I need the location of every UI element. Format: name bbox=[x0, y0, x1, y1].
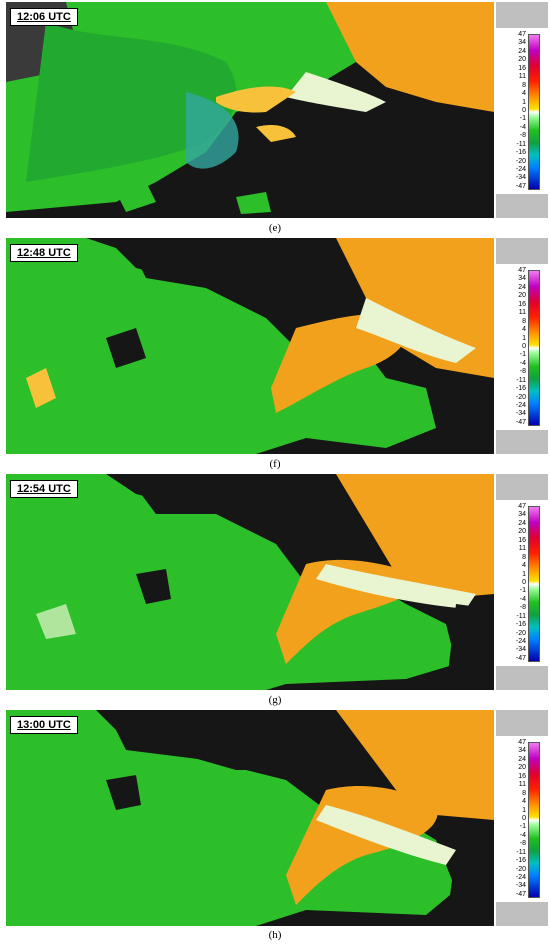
radar-panel-e: 12:06 UTC 47 34 24 20 16 11 8 4 1 0 -1 -4 -8 -11 -16 -2… bbox=[6, 2, 548, 218]
radar-velocity-map bbox=[6, 238, 494, 454]
radar-image-e: 12:06 UTC bbox=[6, 2, 494, 218]
radar-image-h: 13:00 UTC bbox=[6, 710, 494, 926]
caption-f: (f) bbox=[269, 458, 281, 470]
scale-ticks: 47 34 24 20 16 11 8 4 1 0 -1 -4 -8 -11 -16 -20 -24 -34 -47 bbox=[515, 503, 526, 662]
color-scale-bar bbox=[528, 270, 540, 426]
caption-e: (e) bbox=[268, 222, 282, 234]
radar-velocity-map bbox=[6, 474, 494, 690]
radar-image-g: 12:54 UTC bbox=[6, 474, 494, 690]
color-scale-bar bbox=[528, 742, 540, 898]
velocity-scale: 47 34 24 20 16 11 8 4 1 0 -1 -4 -8 -11 -16 -20 -24 -34 -47 bbox=[496, 474, 548, 690]
color-scale-bar bbox=[528, 506, 540, 662]
time-label: 12:06 UTC bbox=[10, 8, 78, 26]
radar-panel-g: 12:54 UTC 47 34 24 20 16 11 8 4 1 0 -1 -4 -8 -11 -16 -2… bbox=[6, 474, 548, 690]
scale-ticks: 47 34 24 20 16 11 8 4 1 0 -1 -4 -8 -11 -16 -20 -24 -34 -47 bbox=[515, 31, 526, 190]
velocity-scale: 47 34 24 20 16 11 8 4 1 0 -1 -4 -8 -11 -16 -20 -24 -34 -47 bbox=[496, 238, 548, 454]
scale-ticks: 47 34 24 20 16 11 8 4 1 0 -1 -4 -8 -11 -16 -20 -24 -34 -47 bbox=[515, 739, 526, 898]
radar-velocity-map bbox=[6, 710, 494, 926]
radar-panel-f: 12:48 UTC 47 34 24 20 16 11 8 4 1 0 -1 -4 -8 -11 -16 -2… bbox=[6, 238, 548, 454]
scale-ticks: 47 34 24 20 16 11 8 4 1 0 -1 -4 -8 -11 -16 -20 -24 -34 -47 bbox=[515, 267, 526, 426]
velocity-scale: 47 34 24 20 16 11 8 4 1 0 -1 -4 -8 -11 -16 -20 -24 -34 -47 bbox=[496, 710, 548, 926]
color-scale-bar bbox=[528, 34, 540, 190]
radar-panel-h: 13:00 UTC 47 34 24 20 16 11 8 4 1 0 -1 -4 -8 -11 -16 -2… bbox=[6, 710, 548, 926]
time-label: 13:00 UTC bbox=[10, 716, 78, 734]
time-label: 12:48 UTC bbox=[10, 244, 78, 262]
time-label: 12:54 UTC bbox=[10, 480, 78, 498]
radar-velocity-map bbox=[6, 2, 494, 218]
caption-g: (g) bbox=[268, 694, 282, 706]
velocity-scale: 47 34 24 20 16 11 8 4 1 0 -1 -4 -8 -11 -16 -20 -24 -34 -47 bbox=[496, 2, 548, 218]
radar-image-f: 12:48 UTC bbox=[6, 238, 494, 454]
caption-h: (h) bbox=[268, 929, 282, 941]
